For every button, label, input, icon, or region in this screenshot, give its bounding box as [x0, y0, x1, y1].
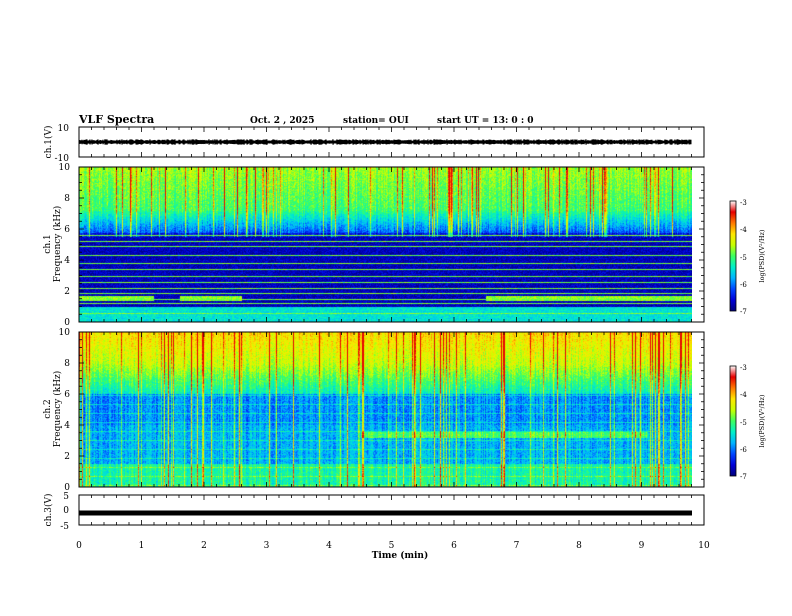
- time-axis-tick-label: 9: [639, 541, 645, 551]
- time-axis-tick-label: 4: [326, 541, 332, 551]
- ch2-frequency-label: Frequency (kHz): [52, 371, 63, 448]
- ch2-ytick-8: 8: [64, 359, 70, 369]
- ch3-waveform-ticks: [78, 495, 705, 525]
- ch1-ytick-8: 8: [64, 194, 70, 204]
- ch1-ytick-2: 2: [64, 287, 70, 297]
- time-axis-tick-label: 8: [576, 541, 582, 551]
- time-axis-tick-labels: 0 1 2 3 4 5 6 7 8 9 10: [76, 541, 710, 551]
- ch1-frequency-label: Frequency (kHz): [52, 206, 63, 283]
- ch2-colorbar-tick-m7: -7: [740, 473, 747, 481]
- ch1-waveform-ylabel: ch.1(V): [43, 126, 54, 159]
- time-axis-tick-label: 2: [201, 541, 207, 551]
- ch1-colorbar-tick-m4: -4: [740, 226, 747, 234]
- time-axis-tick-label: 3: [264, 541, 270, 551]
- ch1-waveform-trace: [78, 139, 692, 145]
- ch1-colorbar-tick-m7: -7: [740, 308, 747, 316]
- start-time-label: start UT = 13: 0 : 0: [437, 116, 534, 126]
- ch1-colorbar-tick-m5: -5: [740, 254, 747, 262]
- time-axis-tick-label: 0: [76, 541, 82, 551]
- ch2-colorbar-tick-m4: -4: [740, 391, 747, 399]
- time-axis-tick-label: 6: [451, 541, 457, 551]
- ch2-channel-label: ch.2: [43, 399, 53, 418]
- ch1-ytick-bottom: -10: [55, 154, 70, 164]
- ch3-ytick-m5: -5: [60, 522, 69, 532]
- ch1-colorbar-tick-m3: -3: [740, 199, 747, 207]
- ch2-colorbar-tick-m3: -3: [740, 364, 747, 372]
- ch2-ytick-4: 4: [64, 421, 70, 431]
- ch1-spectrogram-panel: 10 8 6 4 2 0 ch.1 Frequency (kHz): [43, 163, 705, 328]
- ch1-spectrogram-ticks: [78, 166, 705, 323]
- ch3-ytick-0: 0: [63, 506, 69, 516]
- ch1-colorbar-label: log(PSD)(V²/Hz): [758, 229, 766, 282]
- ch1-waveform-panel: 10 -10 ch.1(V): [43, 124, 705, 164]
- ch3-waveform-trace: [79, 510, 692, 516]
- ch2-colorbar-label: log(PSD)(V²/Hz): [758, 394, 766, 447]
- ch2-ytick-6: 6: [64, 390, 70, 400]
- ch2-ytick-2: 2: [64, 452, 70, 462]
- ch2-spectrogram-panel: 10 8 6 4 2 0 ch.2 Frequency (kHz): [43, 328, 705, 493]
- figure-title: VLF Spectra: [78, 113, 154, 126]
- ch3-waveform-panel: 5 0 -5 ch.3(V): [43, 492, 705, 532]
- ch1-ytick-10: 10: [59, 163, 71, 173]
- ch2-colorbar-tick-m6: -6: [740, 446, 747, 454]
- time-axis-label: Time (min): [372, 550, 429, 561]
- ch1-ytick-6: 6: [64, 225, 70, 235]
- ch2-colorbar-frame: [729, 365, 737, 477]
- time-axis-tick-label: 7: [514, 541, 520, 551]
- ch2-ytick-0: 0: [64, 483, 70, 493]
- ch1-ytick-4: 4: [64, 256, 70, 266]
- date-label: Oct. 2 , 2025: [250, 116, 314, 126]
- ch1-colorbar-tick-m6: -6: [740, 281, 747, 289]
- ch1-ytick-0: 0: [64, 318, 70, 328]
- ch1-spectrogram-image: [79, 167, 692, 322]
- ch2-ytick-10: 10: [59, 328, 71, 338]
- ch3-ytick-5: 5: [63, 492, 69, 502]
- time-axis-tick-label: 1: [139, 541, 145, 551]
- ch1-colorbar: -3 -4 -5 -6 -7 log(PSD)(V²/Hz): [729, 199, 766, 316]
- ch1-waveform-ticks: [78, 127, 705, 157]
- ch1-ytick-top: 10: [58, 124, 70, 134]
- ch2-spectrogram-image: [79, 332, 692, 487]
- ch2-spectrogram-ticks: [78, 331, 705, 488]
- time-axis-tick-label: 10: [698, 541, 710, 551]
- ch2-colorbar: -3 -4 -5 -6 -7 log(PSD)(V²/Hz): [729, 364, 766, 481]
- station-label: station= OUI: [343, 116, 409, 126]
- ch2-colorbar-gradient: [730, 366, 736, 476]
- ch3-waveform-ylabel: ch.3(V): [43, 494, 54, 527]
- ch2-colorbar-tick-m5: -5: [740, 419, 747, 427]
- ch1-colorbar-frame: [729, 200, 737, 312]
- ch1-channel-label: ch.1: [43, 234, 53, 253]
- time-axis-tick-label: 5: [389, 541, 395, 551]
- ch1-colorbar-gradient: [730, 201, 736, 311]
